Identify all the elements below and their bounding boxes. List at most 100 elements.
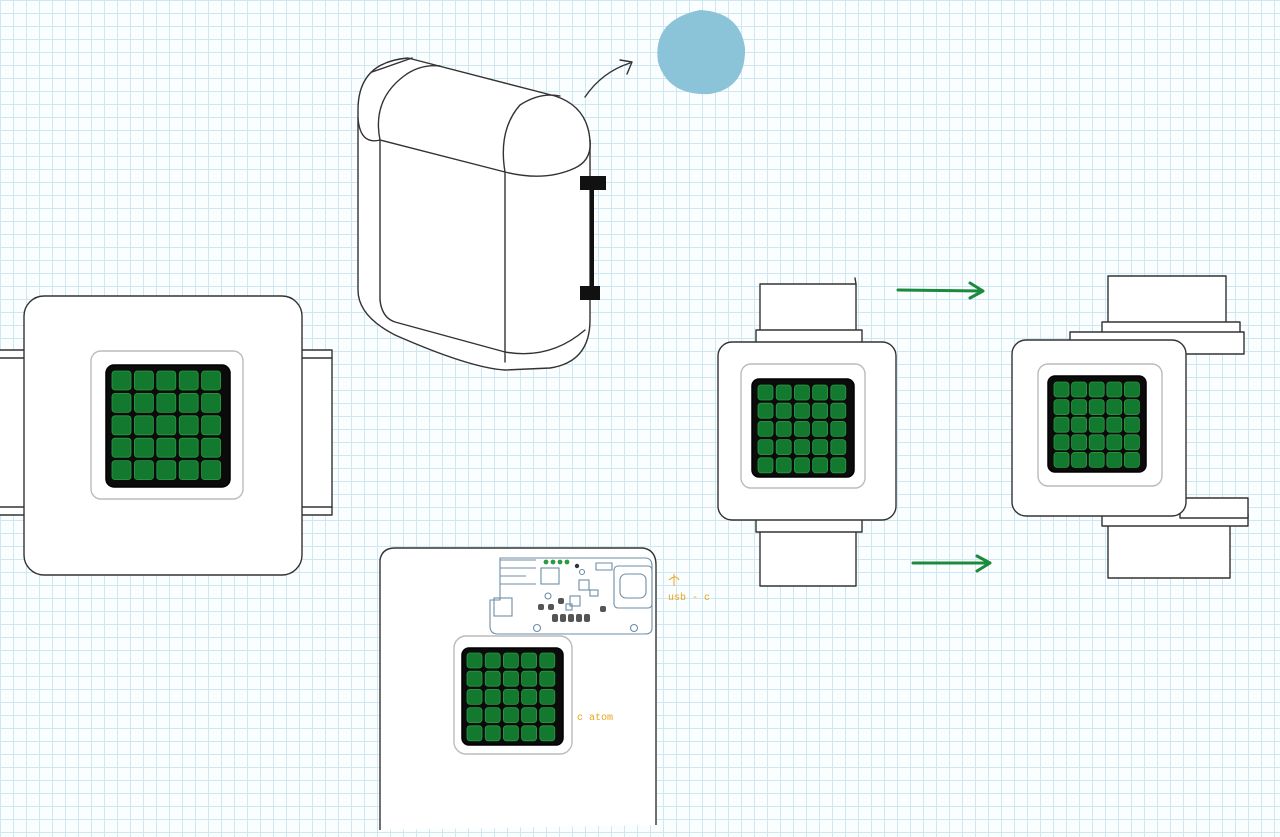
led-pixel bbox=[178, 392, 199, 413]
led-pixel bbox=[757, 457, 774, 474]
led-pixel bbox=[201, 437, 222, 458]
led-matrix bbox=[466, 652, 556, 742]
led-pixel bbox=[794, 402, 810, 419]
led-pixel bbox=[156, 392, 177, 413]
led-pixel bbox=[1088, 434, 1105, 451]
led-pixel bbox=[156, 415, 177, 436]
led-pixel bbox=[1124, 434, 1140, 451]
led-pixel bbox=[201, 415, 222, 436]
led-pixel bbox=[757, 402, 774, 419]
bottom-strap bbox=[1107, 519, 1231, 579]
led-pixel bbox=[1053, 451, 1070, 468]
led-pixel bbox=[1088, 381, 1105, 398]
led-pixel bbox=[830, 384, 847, 401]
led-pixel bbox=[1124, 416, 1140, 433]
led-pixel bbox=[1106, 381, 1123, 398]
strap-clip-bottom bbox=[580, 286, 600, 300]
color-swatch-blob bbox=[657, 10, 746, 95]
led-pixel bbox=[1106, 416, 1123, 433]
led-pixel bbox=[830, 420, 847, 437]
led-pixel bbox=[502, 725, 519, 742]
led-pixel bbox=[1053, 416, 1070, 433]
front-view-device bbox=[0, 295, 333, 576]
led-pixel bbox=[830, 439, 847, 456]
led-pixel bbox=[178, 370, 199, 391]
led-pixel bbox=[794, 420, 810, 437]
led-pixel bbox=[521, 670, 537, 687]
led-pixel bbox=[466, 689, 483, 705]
led-pixel bbox=[757, 384, 774, 401]
strap-clip-top bbox=[580, 176, 606, 190]
led-pixel bbox=[502, 689, 519, 705]
led-pixel bbox=[830, 457, 847, 474]
led-pixel bbox=[484, 689, 501, 705]
led-pixel bbox=[539, 652, 556, 669]
led-pixel bbox=[201, 460, 222, 481]
led-pixel bbox=[111, 370, 132, 391]
led-matrix bbox=[757, 384, 847, 474]
led-pixel bbox=[1071, 381, 1087, 398]
led-pixel bbox=[111, 392, 132, 413]
led-pixel bbox=[539, 707, 556, 723]
led-pixel bbox=[178, 460, 199, 481]
led-pixel bbox=[111, 415, 132, 436]
led-pixel bbox=[133, 437, 154, 458]
led-pixel bbox=[133, 370, 154, 391]
led-pixel bbox=[1053, 399, 1070, 416]
led-pixel bbox=[1088, 451, 1105, 468]
usb-c-label: usb - c bbox=[668, 592, 710, 604]
led-pixel bbox=[1071, 451, 1087, 468]
led-pixel bbox=[502, 707, 519, 723]
led-pixel bbox=[1071, 416, 1087, 433]
led-pixel bbox=[775, 457, 792, 474]
led-pixel bbox=[502, 652, 519, 669]
led-pixel bbox=[775, 439, 792, 456]
bottom-strap bbox=[759, 529, 857, 587]
led-pixel bbox=[539, 670, 556, 687]
led-pixel bbox=[1088, 399, 1105, 416]
led-pixel bbox=[1088, 416, 1105, 433]
led-pixel bbox=[1071, 434, 1087, 451]
led-pixel bbox=[1053, 434, 1070, 451]
led-pixel bbox=[156, 437, 177, 458]
led-pixel bbox=[775, 384, 792, 401]
led-pixel bbox=[484, 725, 501, 742]
led-pixel bbox=[133, 392, 154, 413]
led-pixel bbox=[521, 652, 537, 669]
led-matrix bbox=[111, 370, 222, 481]
led-pixel bbox=[178, 437, 199, 458]
led-pixel bbox=[1106, 434, 1123, 451]
usb-c-port bbox=[613, 565, 653, 609]
led-pixel bbox=[1124, 399, 1140, 416]
led-pixel bbox=[812, 439, 828, 456]
led-pixel bbox=[484, 707, 501, 723]
led-pixel bbox=[539, 725, 556, 742]
right-arrow-icon bbox=[896, 281, 985, 300]
led-pixel bbox=[111, 460, 132, 481]
led-pixel bbox=[521, 689, 537, 705]
led-pixel bbox=[156, 460, 177, 481]
led-pixel bbox=[1053, 381, 1070, 398]
led-pixel bbox=[201, 370, 222, 391]
led-pixel bbox=[521, 707, 537, 723]
led-pixel bbox=[111, 437, 132, 458]
perspective-case bbox=[357, 57, 633, 371]
led-pixel bbox=[1124, 381, 1140, 398]
led-pixel bbox=[812, 402, 828, 419]
led-pixel bbox=[775, 420, 792, 437]
right-arrow-icon bbox=[911, 554, 992, 573]
led-pixel bbox=[812, 457, 828, 474]
led-pixel bbox=[133, 460, 154, 481]
led-pixel bbox=[794, 384, 810, 401]
led-pixel bbox=[757, 439, 774, 456]
led-pixel bbox=[1071, 399, 1087, 416]
led-pixel bbox=[466, 725, 483, 742]
led-pixel bbox=[466, 670, 483, 687]
led-pixel bbox=[484, 670, 501, 687]
watch-view-1 bbox=[717, 277, 897, 587]
led-pixel bbox=[502, 670, 519, 687]
back-view-device: usb - c c atom bbox=[379, 547, 710, 830]
led-pixel bbox=[812, 384, 828, 401]
led-matrix bbox=[1053, 381, 1140, 468]
